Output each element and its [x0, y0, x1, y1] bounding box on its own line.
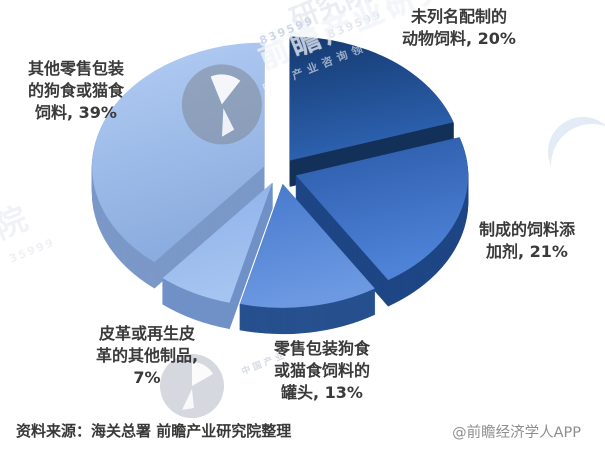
label-slice-21pct: 制成的饲料添 加剂, 21%	[452, 219, 602, 263]
label-line: 加剂, 21%	[486, 242, 568, 261]
credit-note: @前瞻经济学人APP	[452, 425, 581, 441]
label-line: 的狗食或猫食	[27, 81, 124, 100]
pie-slice-2	[239, 183, 376, 335]
label-line: 其他零售包装	[27, 59, 124, 78]
label-line: 7%	[133, 368, 161, 387]
label-line: 零售包装狗食	[273, 339, 370, 358]
pie-slice-1	[295, 137, 469, 307]
label-line: 皮革或再生皮	[98, 324, 195, 343]
pie-slice-3	[162, 182, 273, 330]
label-slice-39pct: 其他零售包装 的狗食或猫食 饲料, 39%	[6, 58, 146, 124]
source-note: 资料来源：海关总署 前瞻产业研究院整理	[16, 422, 292, 440]
label-slice-20pct: 未列名配制的 动物饲料, 20%	[385, 6, 533, 50]
label-line: 饲料, 39%	[35, 103, 117, 122]
label-line: 未列名配制的	[410, 7, 507, 26]
label-line: 或猫食饲料的	[273, 361, 370, 380]
label-line: 革的其他制品,	[95, 346, 199, 365]
label-slice-13pct: 零售包装狗食 或猫食饲料的 罐头, 13%	[248, 338, 396, 404]
label-line: 罐头, 13%	[281, 383, 363, 402]
label-line: 制成的饲料添	[478, 220, 575, 239]
label-line: 动物饲料, 20%	[402, 29, 516, 48]
label-slice-7pct: 皮革或再生皮 革的其他制品, 7%	[76, 323, 218, 389]
